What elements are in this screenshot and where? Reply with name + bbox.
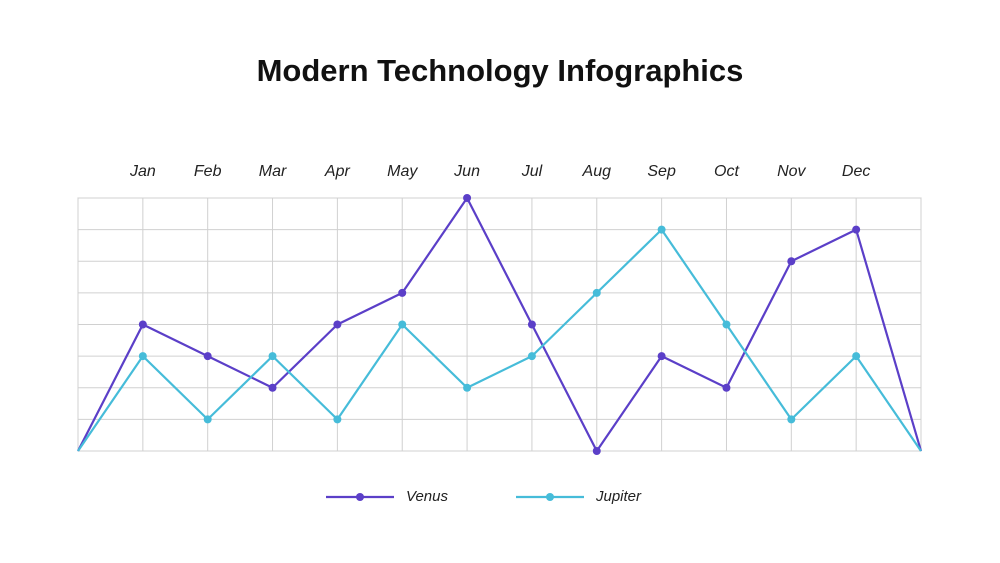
point [333, 320, 342, 329]
x-tick-label: Nov [777, 163, 806, 180]
series-line [77, 196, 923, 453]
legend-dot [546, 493, 554, 501]
point [138, 352, 147, 361]
x-tick-label: Apr [324, 163, 351, 180]
point [527, 352, 536, 361]
point [398, 320, 407, 329]
x-tick-label: Aug [582, 163, 612, 180]
point [657, 352, 666, 361]
point [592, 288, 601, 297]
point [722, 320, 731, 329]
x-tick-label: Oct [714, 163, 739, 180]
point [138, 320, 147, 329]
legend-dot [356, 493, 364, 501]
x-tick-label: May [387, 163, 418, 180]
legend-label: Venus [406, 488, 448, 505]
point [852, 225, 861, 234]
point [463, 383, 472, 392]
point [787, 415, 796, 424]
x-tick-label: Sep [647, 163, 676, 180]
point [268, 352, 277, 361]
point [203, 352, 212, 361]
point [722, 383, 731, 392]
point [592, 447, 601, 455]
x-tick-label: Mar [259, 163, 287, 180]
x-tick-label: Jan [129, 163, 156, 180]
point [203, 415, 212, 424]
legend-label: Jupiter [595, 488, 642, 505]
x-tick-label: Jul [521, 163, 543, 180]
x-tick-label: Dec [842, 163, 870, 180]
point [657, 225, 666, 234]
point [463, 194, 472, 202]
x-tick-label: Feb [194, 163, 222, 180]
chart-title: Modern Technology Infographics [257, 53, 744, 88]
point [333, 415, 342, 424]
point [787, 257, 796, 266]
point [527, 320, 536, 329]
point [268, 383, 277, 392]
series-line [77, 228, 922, 452]
x-tick-label: Jun [453, 163, 480, 180]
point [398, 288, 407, 297]
point [852, 352, 861, 361]
